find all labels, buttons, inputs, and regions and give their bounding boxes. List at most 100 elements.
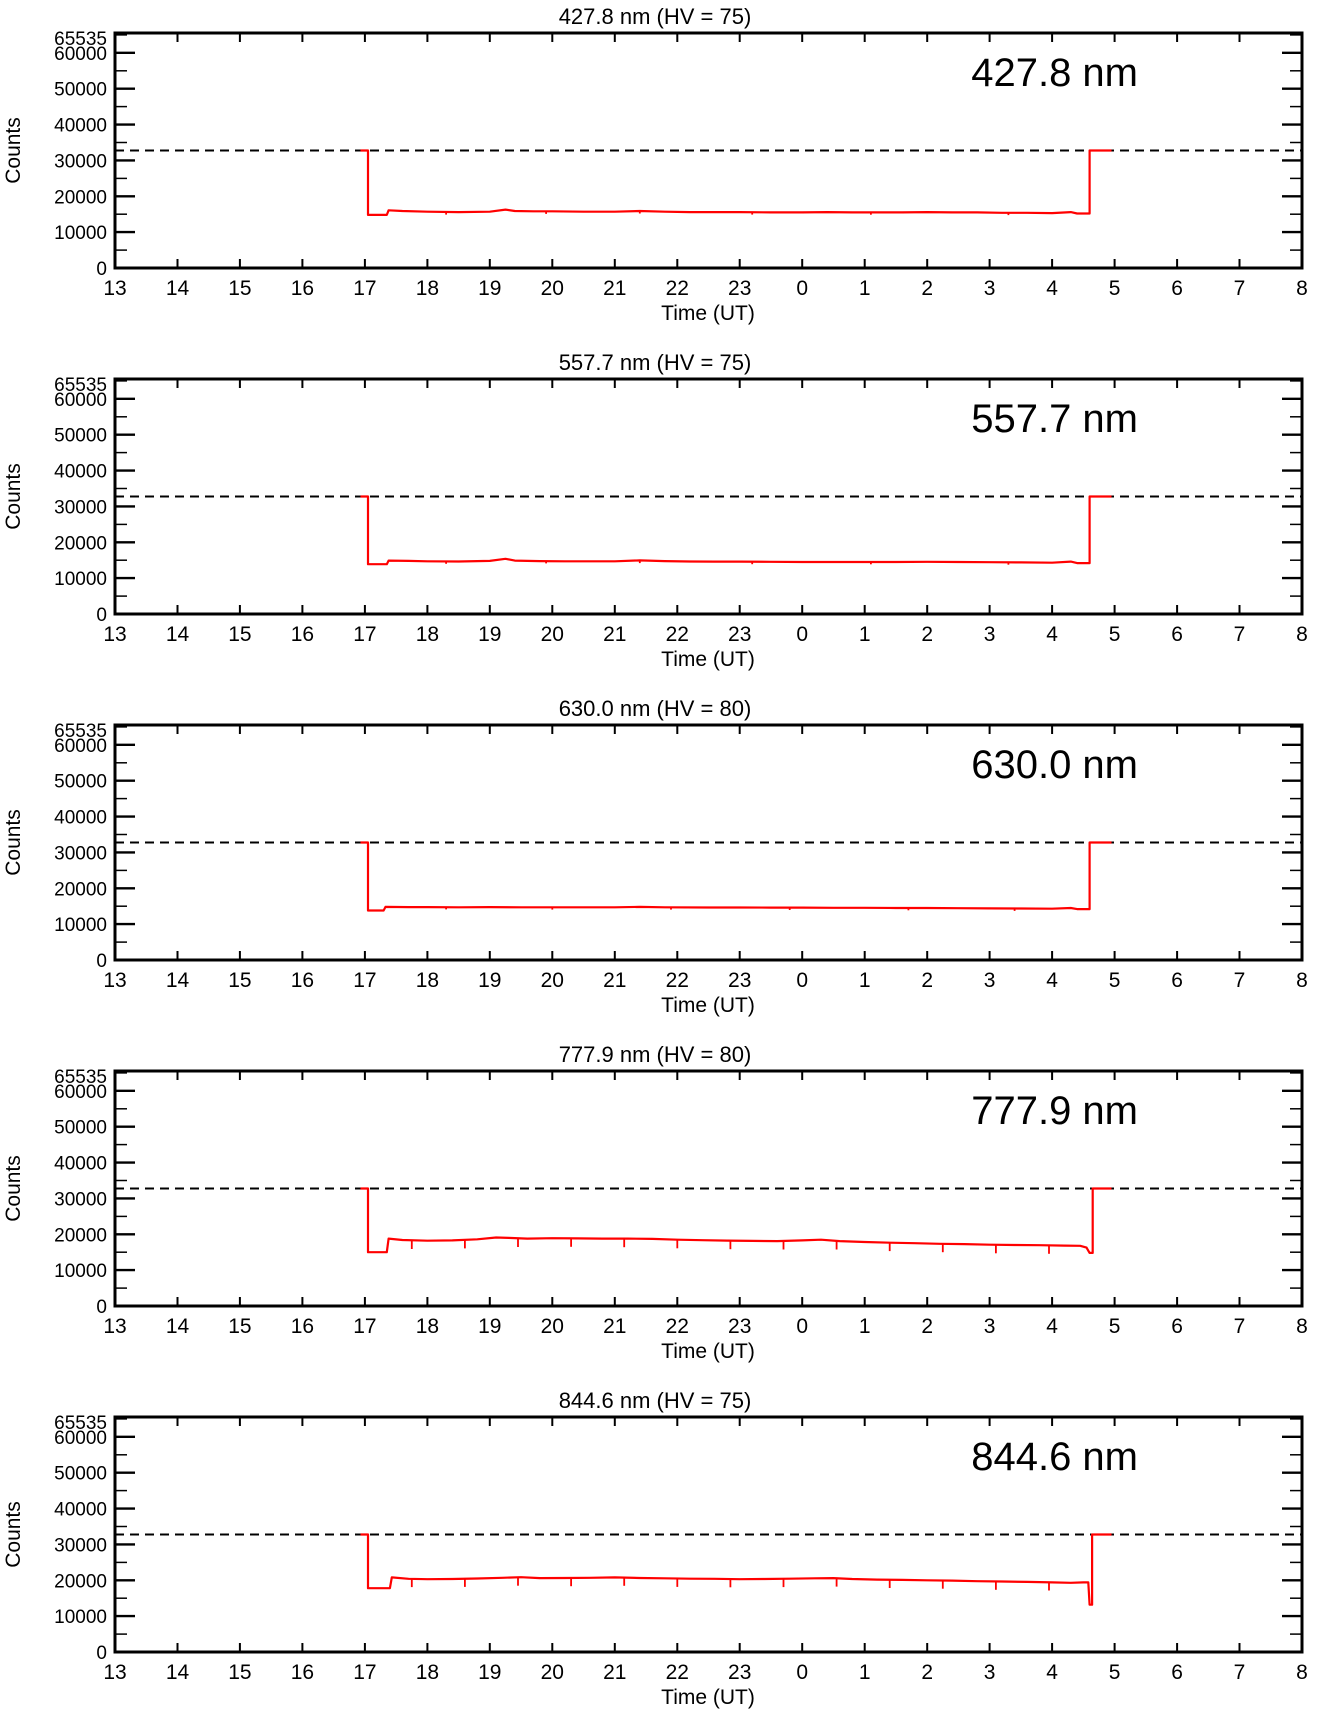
x-tick-label: 8 (1296, 1661, 1308, 1684)
x-tick-label: 7 (1234, 277, 1246, 300)
x-tick-label: 17 (353, 277, 376, 300)
y-tick-label: 20000 (54, 533, 107, 554)
y-max-label: 65535 (54, 721, 107, 742)
x-tick-label: 17 (353, 1661, 376, 1684)
x-axis-title: Time (UT) (661, 302, 755, 325)
y-tick-label: 30000 (54, 1535, 107, 1556)
x-tick-label: 18 (416, 277, 439, 300)
x-tick-label: 18 (416, 969, 439, 992)
x-tick-label: 17 (353, 1315, 376, 1338)
y-axis-title: Counts (2, 809, 25, 876)
chart-svg: 630.0 nm (HV = 80)13 14 15 16 17 18 19 20 21 22 23… (2, 696, 1308, 1017)
x-tick-label: 22 (666, 1315, 689, 1338)
x-tick-label: 17 (353, 969, 376, 992)
x-axis-title: Time (UT) (661, 1686, 755, 1709)
y-axis-title: Counts (2, 117, 25, 184)
x-tick-label: 3 (984, 1661, 996, 1684)
x-tick-label: 23 (728, 623, 751, 646)
x-tick-label: 20 (541, 1661, 564, 1684)
x-tick-label: 19 (478, 623, 501, 646)
x-tick-label: 15 (228, 969, 251, 992)
y-tick-label: 50000 (54, 772, 107, 793)
counts-trace (360, 149, 1112, 216)
x-tick-label: 6 (1171, 1315, 1183, 1338)
y-tick-label: 60000 (54, 1082, 107, 1103)
y-tick-label: 0 (96, 259, 107, 280)
x-tick-label: 20 (541, 623, 564, 646)
x-tick-label: 16 (291, 1661, 314, 1684)
inset-wavelength-label: 777.9 nm (971, 1089, 1138, 1133)
x-tick-label: 5 (1109, 277, 1121, 300)
y-tick-label: 50000 (54, 426, 107, 447)
y-tick-label: 0 (96, 1297, 107, 1318)
x-tick-label: 1 (859, 277, 871, 300)
x-tick-label: 1 (859, 1315, 871, 1338)
x-tick-label: 14 (166, 969, 190, 992)
x-tick-label: 3 (984, 623, 996, 646)
x-axis-title: Time (UT) (661, 1340, 755, 1363)
y-tick-label: 30000 (54, 497, 107, 518)
x-tick-label: 5 (1109, 969, 1121, 992)
x-tick-label: 8 (1296, 1315, 1308, 1338)
x-tick-label: 13 (103, 969, 126, 992)
x-tick-label: 23 (728, 1315, 751, 1338)
x-tick-label: 21 (603, 1315, 626, 1338)
x-tick-label: 19 (478, 969, 501, 992)
inset-wavelength-label: 557.7 nm (971, 397, 1138, 441)
counts-trace (360, 841, 1112, 912)
x-tick-label: 0 (796, 1315, 808, 1338)
x-axis-title: Time (UT) (661, 648, 755, 671)
x-tick-label: 23 (728, 1661, 751, 1684)
y-tick-label: 10000 (54, 223, 107, 244)
y-axis-title: Counts (2, 463, 25, 530)
x-tick-label: 14 (166, 1661, 190, 1684)
x-tick-label: 15 (228, 1315, 251, 1338)
x-tick-label: 3 (984, 1315, 996, 1338)
x-tick-label: 15 (228, 1661, 251, 1684)
chart-panel-844.6: 844.6 nm (HV = 75) 13 14 15 16 17 18 19 20 21 22 23… (0, 1384, 1336, 1730)
x-tick-label: 7 (1234, 623, 1246, 646)
chart-title: 557.7 nm (HV = 75) (559, 350, 752, 375)
y-tick-label: 10000 (54, 1607, 107, 1628)
y-tick-label: 40000 (54, 1154, 107, 1175)
x-tick-label: 23 (728, 969, 751, 992)
counts-trace (360, 1187, 1112, 1254)
x-tick-label: 13 (103, 1661, 126, 1684)
y-max-label: 65535 (54, 29, 107, 50)
y-tick-label: 60000 (54, 736, 107, 757)
chart-title: 630.0 nm (HV = 80) (559, 696, 752, 721)
x-tick-label: 22 (666, 623, 689, 646)
x-tick-label: 3 (984, 969, 996, 992)
y-tick-label: 40000 (54, 462, 107, 483)
x-tick-label: 5 (1109, 623, 1121, 646)
y-tick-label: 40000 (54, 116, 107, 137)
x-tick-label: 14 (166, 1315, 190, 1338)
chart-svg: 427.8 nm (HV = 75)13 14 15 16 17 18 19 20 21 22 23… (2, 4, 1308, 325)
y-tick-label: 40000 (54, 1500, 107, 1521)
y-max-label: 65535 (54, 1067, 107, 1088)
x-tick-label: 0 (796, 277, 808, 300)
x-tick-label: 22 (666, 969, 689, 992)
y-tick-label: 50000 (54, 1118, 107, 1139)
x-tick-label: 20 (541, 1315, 564, 1338)
x-tick-label: 2 (921, 969, 933, 992)
inset-wavelength-label: 844.6 nm (971, 1435, 1138, 1479)
x-tick-label: 19 (478, 1661, 501, 1684)
x-tick-label: 0 (796, 1661, 808, 1684)
x-tick-label: 4 (1046, 969, 1058, 992)
x-tick-label: 13 (103, 1315, 126, 1338)
x-tick-label: 0 (796, 623, 808, 646)
chart-title: 844.6 nm (HV = 75) (559, 1388, 752, 1413)
y-tick-label: 20000 (54, 187, 107, 208)
y-tick-label: 50000 (54, 80, 107, 101)
x-axis-title: Time (UT) (661, 994, 755, 1017)
chart-panel-777.9: 777.9 nm (HV = 80) 13 14 15 16 17 18 19 20 21 22 23… (0, 1038, 1336, 1384)
x-tick-label: 19 (478, 1315, 501, 1338)
y-tick-label: 0 (96, 605, 107, 626)
x-tick-label: 13 (103, 623, 126, 646)
x-tick-label: 18 (416, 1661, 439, 1684)
x-tick-label: 21 (603, 277, 626, 300)
x-tick-label: 1 (859, 1661, 871, 1684)
y-tick-label: 30000 (54, 1189, 107, 1210)
